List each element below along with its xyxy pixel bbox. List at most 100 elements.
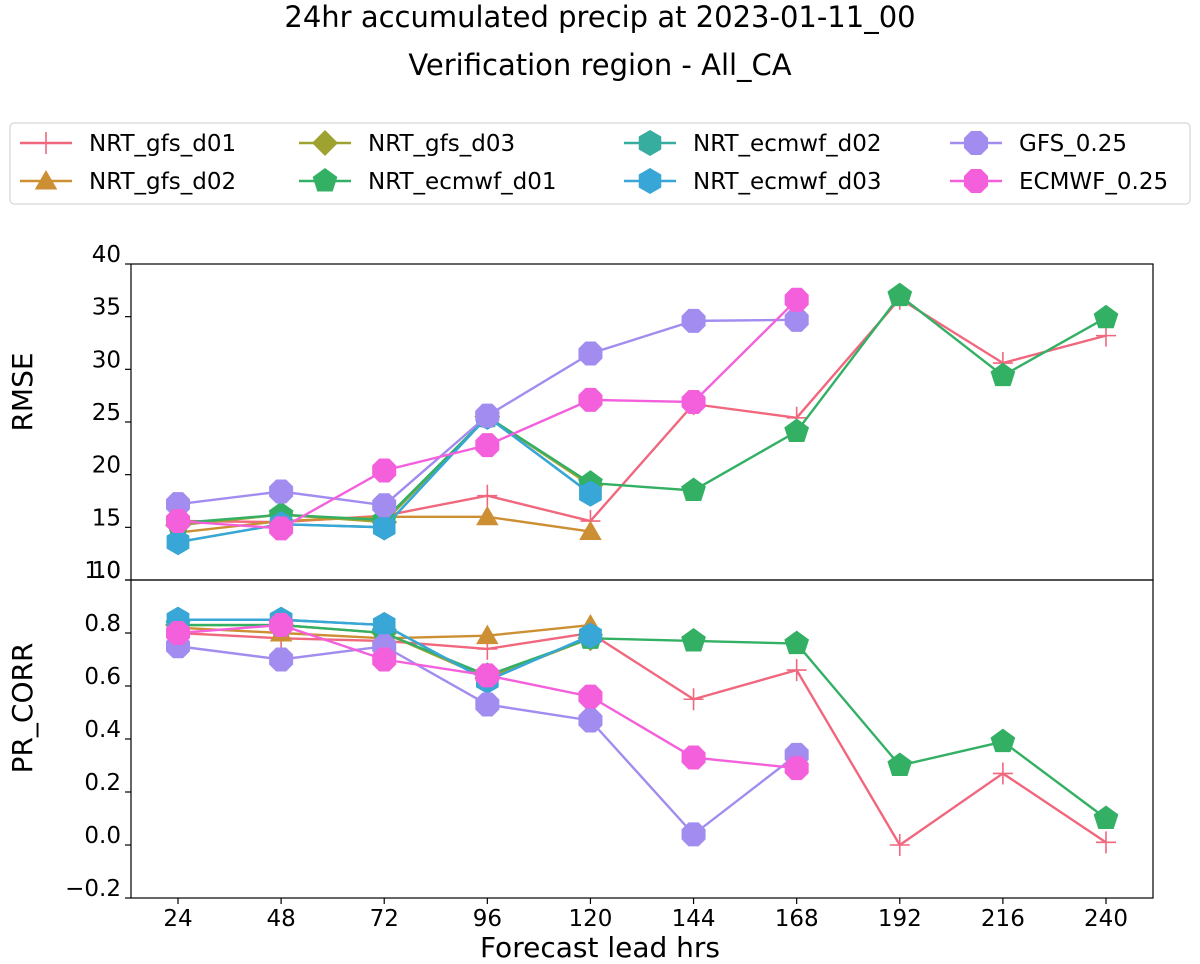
corr-point-ecmwf-0-25	[784, 756, 809, 781]
corr-point-nrt-gfs-d01	[889, 834, 910, 856]
legend-label: NRT_gfs_d02	[89, 169, 236, 195]
corr-frame	[130, 579, 1154, 899]
corr-line-nrt-gfs-d01	[177, 631, 1107, 847]
legend-item-nrt-ecmwf-d02: NRT_ecmwf_d02	[624, 130, 882, 157]
legend-label: NRT_gfs_d03	[368, 131, 515, 157]
corr-ylabel: PR_CORR	[6, 643, 39, 774]
legend-label: GFS_0.25	[1019, 131, 1127, 157]
legend-item-nrt-ecmwf-d01: NRT_ecmwf_d01	[299, 168, 557, 195]
rmse-point-gfs-0-25	[372, 493, 397, 518]
rmse-ytick-label: 25	[92, 400, 121, 426]
legend-marker-nrt-gfs-d03	[312, 130, 338, 156]
corr-point-nrt-gfs-d01	[683, 688, 704, 711]
rmse-line-nrt-gfs-d01	[177, 297, 1107, 524]
rmse-point-ecmwf-0-25	[681, 389, 706, 414]
corr-point-ecmwf-0-25	[681, 745, 706, 770]
rmse-series-ecmwf-0-25	[165, 287, 809, 541]
x-tick-label: 48	[266, 906, 295, 932]
rmse-point-nrt-ecmwf-d01	[887, 282, 913, 307]
rmse-ytick-label: 40	[92, 242, 121, 268]
legend-label: NRT_ecmwf_d01	[368, 169, 557, 195]
rmse-point-ecmwf-0-25	[165, 509, 191, 534]
corr-point-nrt-gfs-d01	[1096, 831, 1116, 854]
rmse-point-nrt-ecmwf-d03	[579, 480, 602, 507]
x-tick-label: 96	[473, 906, 502, 932]
rmse-point-ecmwf-0-25	[784, 287, 809, 312]
legend-marker-nrt-gfs-d02	[34, 170, 58, 190]
corr-point-nrt-ecmwf-d01	[784, 630, 810, 655]
rmse-point-ecmwf-0-25	[269, 516, 294, 541]
legend-marker-nrt-ecmwf-d02	[638, 130, 662, 156]
legend-label: NRT_ecmwf_d02	[693, 131, 882, 157]
corr-point-ecmwf-0-25	[372, 647, 397, 672]
rmse-ytick-label: 35	[92, 295, 121, 321]
rmse-point-gfs-0-25	[578, 341, 603, 366]
chart-title: 24hr accumulated precip at 2023-01-11_00	[284, 0, 915, 34]
corr-point-nrt-ecmwf-d01	[990, 728, 1016, 753]
corr-point-nrt-ecmwf-d01	[887, 752, 913, 777]
rmse-point-gfs-0-25	[784, 307, 809, 332]
chart-subtitle: Verification region - All_CA	[408, 48, 791, 82]
legend-label: NRT_ecmwf_d03	[693, 169, 882, 195]
corr-ytick-label: 0.2	[84, 770, 121, 796]
corr-series-nrt-ecmwf-d01	[165, 612, 1119, 830]
corr-point-nrt-ecmwf-d01	[681, 627, 706, 652]
corr-point-nrt-ecmwf-d01	[1093, 805, 1119, 830]
legend-marker-ecmwf-0-25	[963, 168, 989, 194]
legend-item-nrt-gfs-d02: NRT_gfs_d02	[20, 169, 236, 195]
rmse-point-nrt-gfs-d01	[1096, 324, 1116, 347]
corr-ytick-label: 0.4	[84, 717, 121, 743]
legend-marker-gfs-0-25	[963, 130, 989, 156]
x-tick-label: 192	[878, 906, 922, 932]
legend-label: ECMWF_0.25	[1019, 169, 1168, 195]
legend-item-gfs-0-25: GFS_0.25	[950, 130, 1127, 157]
legend-item-nrt-gfs-d01: NRT_gfs_d01	[20, 131, 236, 157]
rmse-point-gfs-0-25	[475, 403, 500, 428]
rmse-point-ecmwf-0-25	[372, 458, 397, 483]
corr-point-ecmwf-0-25	[165, 620, 191, 646]
rmse-point-gfs-0-25	[269, 479, 294, 504]
x-tick-label: 144	[672, 906, 716, 932]
rmse-ytick-label: 20	[92, 453, 121, 479]
legend-item-ecmwf-0-25: ECMWF_0.25	[950, 168, 1168, 195]
legend-item-nrt-ecmwf-d03: NRT_ecmwf_d03	[624, 168, 882, 195]
rmse-ylabel: RMSE	[6, 352, 39, 431]
x-axis-label: Forecast lead hrs	[480, 931, 720, 960]
rmse-point-nrt-ecmwf-d01	[681, 477, 706, 501]
rmse-point-ecmwf-0-25	[475, 433, 500, 458]
legend-marker-nrt-ecmwf-d01	[312, 168, 338, 192]
corr-point-ecmwf-0-25	[269, 613, 294, 638]
corr-ytick-label: −0.2	[65, 876, 121, 902]
legend-label: NRT_gfs_d01	[89, 131, 236, 157]
rmse-ytick-label: 15	[92, 505, 121, 531]
corr-panel: −0.2 0.0 0.2 0.4 0.6 0.8 1.0 PR_CORR	[6, 558, 1154, 902]
rmse-point-nrt-gfs-d01	[477, 484, 498, 507]
rmse-point-nrt-ecmwf-d01	[784, 418, 810, 442]
legend-marker-nrt-ecmwf-d03	[638, 168, 662, 194]
corr-point-nrt-gfs-d02	[476, 624, 499, 645]
corr-ytick-label: 0.0	[84, 823, 121, 849]
corr-point-gfs-0-25	[475, 692, 500, 717]
rmse-ytick-label: 10	[92, 558, 121, 584]
corr-series-ecmwf-0-25	[165, 613, 809, 781]
rmse-line-nrt-ecmwf-d01	[177, 293, 1107, 525]
corr-point-nrt-ecmwf-d03	[372, 612, 396, 639]
rmse-point-nrt-gfs-d02	[579, 520, 602, 541]
x-tick-label: 240	[1084, 906, 1128, 932]
corr-series-nrt-gfs-d01	[168, 622, 1116, 856]
legend: NRT_gfs_d01 NRT_gfs_d02 NRT_gfs_d03 NRT_ecm…	[9, 122, 1191, 205]
legend-item-nrt-gfs-d03: NRT_gfs_d03	[299, 130, 515, 157]
rmse-ytick-label: 30	[92, 347, 121, 373]
x-tick-label: 24	[163, 906, 192, 932]
corr-point-nrt-gfs-d01	[992, 762, 1013, 785]
corr-line-nrt-ecmwf-d01	[178, 623, 1107, 820]
rmse-point-nrt-ecmwf-d01	[990, 362, 1016, 387]
x-tick-label: 72	[370, 906, 399, 932]
corr-point-ecmwf-0-25	[578, 684, 603, 709]
corr-point-gfs-0-25	[269, 647, 294, 672]
corr-point-gfs-0-25	[578, 708, 603, 733]
corr-ytick-label: 0.6	[84, 664, 121, 690]
corr-point-ecmwf-0-25	[475, 663, 500, 688]
corr-ytick-label: 0.8	[84, 611, 121, 637]
